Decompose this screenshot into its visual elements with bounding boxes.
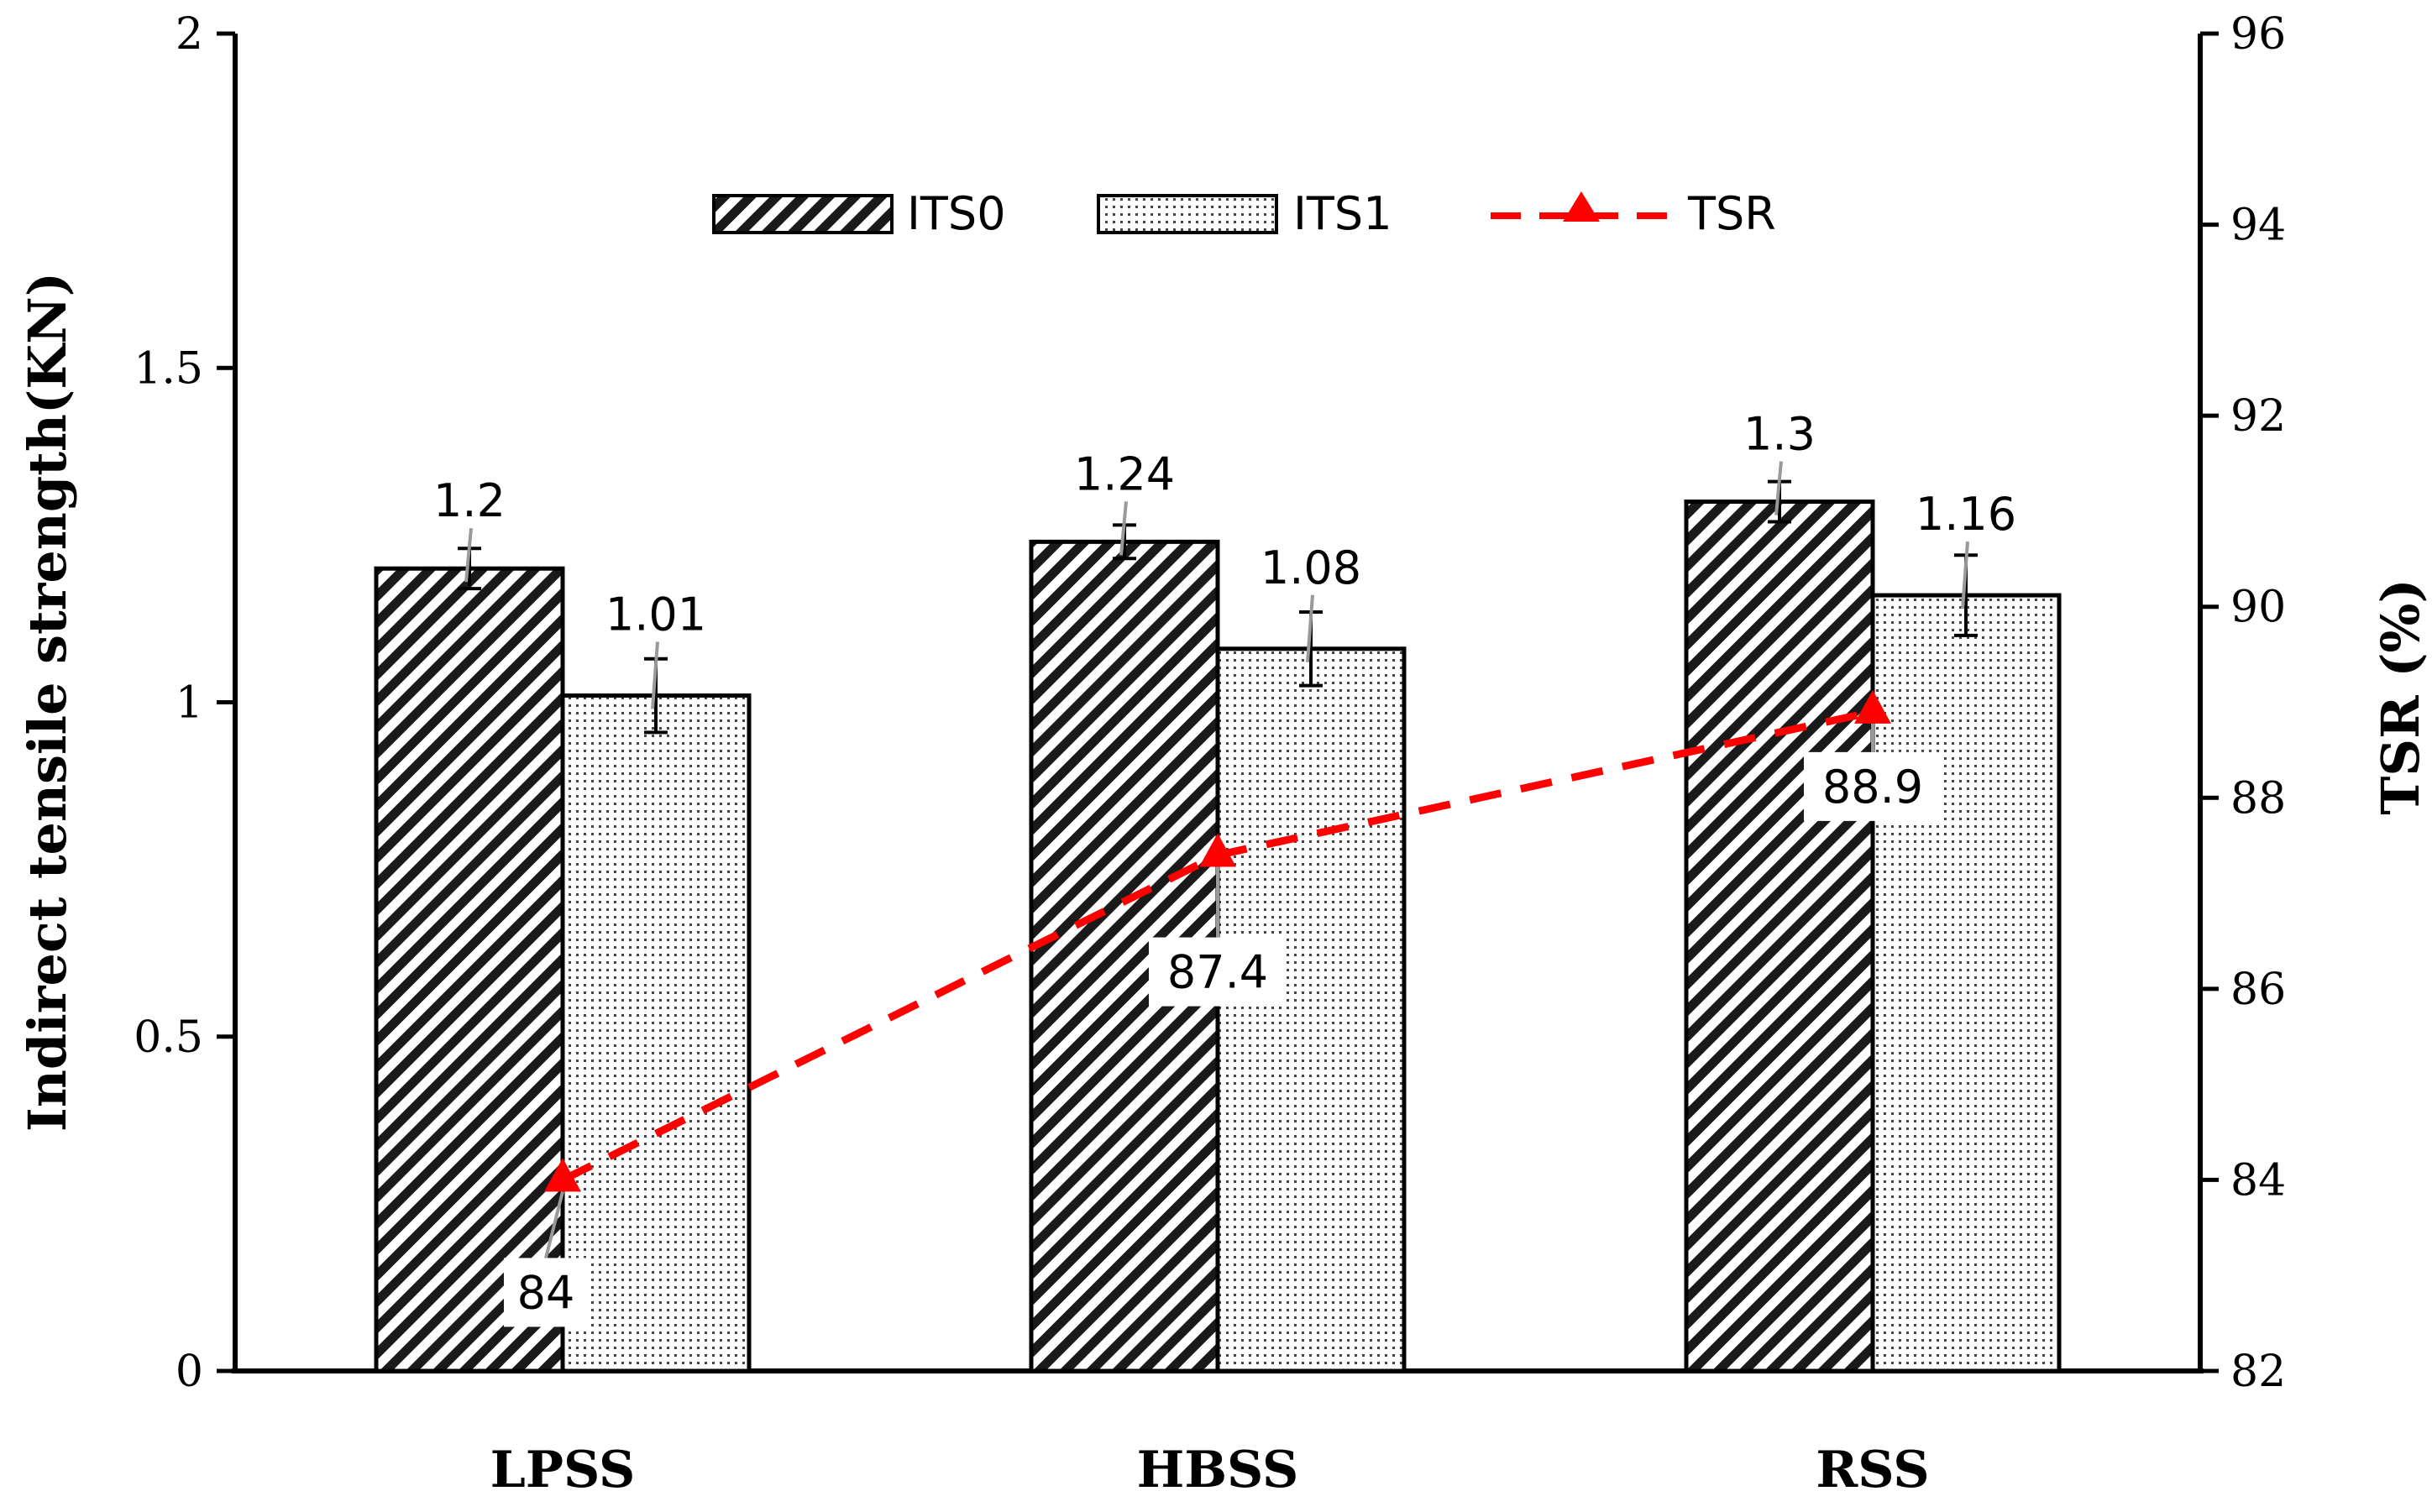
category-labels: LPSS HBSS RSS [490, 1441, 1930, 1499]
left-tick-label: 1 [176, 678, 203, 729]
category-label: HBSS [1137, 1441, 1299, 1499]
bar-data-label: 1.08 [1261, 541, 1361, 594]
bar-its0-lpss [374, 566, 565, 1373]
tsr-label-box [1149, 937, 1287, 1007]
y-axis-title: Indirect tensile strength(KN) [17, 272, 78, 1132]
bar-data-label: 1.2 [433, 474, 506, 527]
tsr-label-box [504, 1258, 588, 1327]
legend: ITS0 ITS1 TSR [712, 187, 1776, 240]
bar-its0-rss [1684, 500, 1875, 1373]
data-label-leader [1306, 594, 1314, 662]
tsr-marker [544, 1158, 581, 1192]
right-tick-label: 92 [2230, 391, 2286, 442]
left-tick-label: 0 [176, 1347, 203, 1397]
data-label-leader [1119, 501, 1128, 556]
left-axis-ticks: 0 0.5 1 1.5 2 [134, 9, 235, 1397]
bar-its1-hbss [1215, 646, 1407, 1373]
tsr-data-label: 87.4 [1167, 946, 1268, 999]
legend-marker-tsr [1563, 191, 1600, 222]
bar-data-label: 1.16 [1916, 488, 2016, 541]
left-tick-label: 1.5 [134, 343, 203, 394]
right-axis-ticks: 82 84 86 88 90 92 94 96 [2200, 9, 2286, 1397]
bar-data-label: 1.24 [1074, 447, 1175, 500]
y2-axis-title: TSR (%) [2370, 578, 2431, 815]
left-tick-label: 0.5 [134, 1012, 203, 1063]
tsr-label-leader [544, 1190, 564, 1258]
bar-data-labels: 1.2 1.01 1.24 1.08 1.3 1.16 [433, 408, 2016, 709]
data-label-leader [1774, 461, 1783, 515]
right-tick-label: 88 [2230, 773, 2286, 824]
bars [374, 500, 2062, 1373]
category-label: LPSS [490, 1441, 636, 1499]
bar-data-label: 1.3 [1743, 408, 1816, 461]
tsr-series [544, 689, 1891, 1192]
data-label-leader [651, 641, 659, 709]
right-tick-label: 86 [2230, 965, 2286, 1015]
legend-swatch-its0 [712, 194, 894, 234]
tsr-marker [1854, 689, 1891, 724]
tsr-label-box [1804, 751, 1942, 821]
tsr-data-label: 84 [517, 1266, 575, 1319]
right-tick-label: 90 [2230, 583, 2286, 633]
bar-its1-lpss [560, 693, 752, 1373]
tsr-marker [1199, 833, 1236, 867]
bar-its1-rss [1870, 593, 2062, 1373]
right-tick-label: 82 [2230, 1347, 2286, 1397]
right-tick-label: 94 [2230, 201, 2286, 251]
tsr-data-labels: 84 87.4 88.9 [504, 723, 1942, 1327]
right-tick-label: 96 [2230, 9, 2286, 60]
category-label: RSS [1816, 1441, 1929, 1499]
bar-data-label: 1.01 [605, 589, 706, 641]
right-tick-label: 84 [2230, 1155, 2286, 1206]
legend-swatch-its1 [1097, 194, 1278, 234]
legend-label-its1: ITS1 [1293, 187, 1392, 240]
tsr-data-label: 88.9 [1822, 761, 1923, 814]
data-label-leader [1961, 541, 1969, 610]
legend-label-tsr: TSR [1687, 187, 1776, 240]
left-tick-label: 2 [176, 9, 203, 60]
legend-label-its0: ITS0 [907, 187, 1006, 240]
data-label-leader [464, 528, 473, 583]
